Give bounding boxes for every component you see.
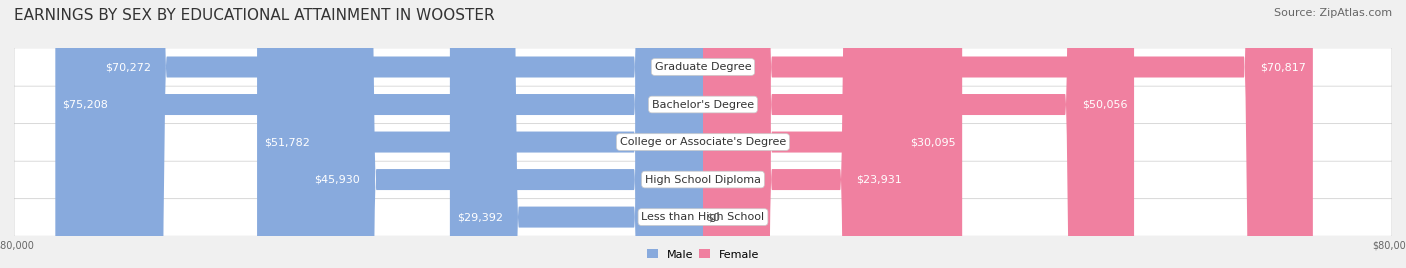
- Text: $0: $0: [706, 212, 720, 222]
- Legend: Male, Female: Male, Female: [643, 245, 763, 264]
- Text: High School Diploma: High School Diploma: [645, 174, 761, 185]
- FancyBboxPatch shape: [703, 0, 1135, 268]
- Text: $70,817: $70,817: [1260, 62, 1306, 72]
- Text: $70,272: $70,272: [104, 62, 150, 72]
- FancyBboxPatch shape: [14, 161, 1392, 199]
- Text: EARNINGS BY SEX BY EDUCATIONAL ATTAINMENT IN WOOSTER: EARNINGS BY SEX BY EDUCATIONAL ATTAINMEN…: [14, 8, 495, 23]
- FancyBboxPatch shape: [308, 0, 703, 268]
- Text: $50,056: $50,056: [1081, 99, 1128, 110]
- Text: Graduate Degree: Graduate Degree: [655, 62, 751, 72]
- FancyBboxPatch shape: [98, 0, 703, 268]
- FancyBboxPatch shape: [703, 0, 962, 268]
- FancyBboxPatch shape: [14, 48, 1392, 86]
- FancyBboxPatch shape: [703, 0, 1313, 268]
- FancyBboxPatch shape: [450, 0, 703, 268]
- FancyBboxPatch shape: [55, 0, 703, 268]
- FancyBboxPatch shape: [703, 0, 910, 268]
- FancyBboxPatch shape: [14, 198, 1392, 236]
- Text: Source: ZipAtlas.com: Source: ZipAtlas.com: [1274, 8, 1392, 18]
- FancyBboxPatch shape: [14, 123, 1392, 161]
- Text: College or Associate's Degree: College or Associate's Degree: [620, 137, 786, 147]
- FancyBboxPatch shape: [257, 0, 703, 268]
- Text: Bachelor's Degree: Bachelor's Degree: [652, 99, 754, 110]
- Text: $29,392: $29,392: [457, 212, 503, 222]
- Text: $23,931: $23,931: [856, 174, 903, 185]
- Text: $45,930: $45,930: [315, 174, 360, 185]
- Text: $75,208: $75,208: [62, 99, 108, 110]
- Text: $51,782: $51,782: [264, 137, 309, 147]
- Text: $30,095: $30,095: [910, 137, 955, 147]
- Text: Less than High School: Less than High School: [641, 212, 765, 222]
- FancyBboxPatch shape: [14, 85, 1392, 124]
